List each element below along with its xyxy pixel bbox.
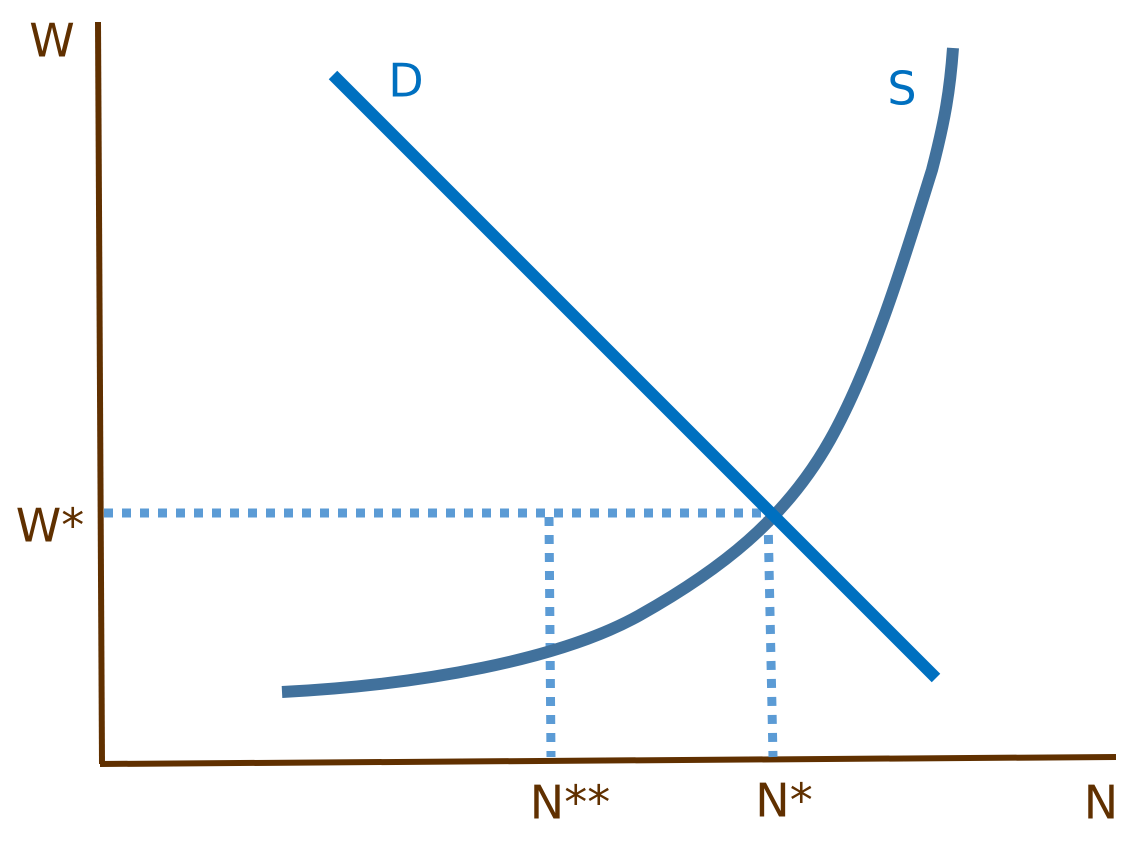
y-axis — [95, 21, 105, 765]
n-double-star-guide — [544, 516, 556, 758]
n-double-star-label: N** — [530, 776, 610, 830]
demand-curve — [328, 70, 941, 683]
y-axis-label: W — [29, 14, 74, 68]
supply-curve — [281, 47, 959, 698]
x-axis-label: N — [1084, 776, 1118, 830]
supply-label: S — [887, 62, 916, 116]
x-axis — [99, 754, 1117, 767]
demand-label: D — [388, 54, 423, 108]
w-star-label: W* — [16, 499, 84, 553]
n-star-label: N* — [755, 774, 812, 828]
n-star-guide — [763, 516, 778, 758]
